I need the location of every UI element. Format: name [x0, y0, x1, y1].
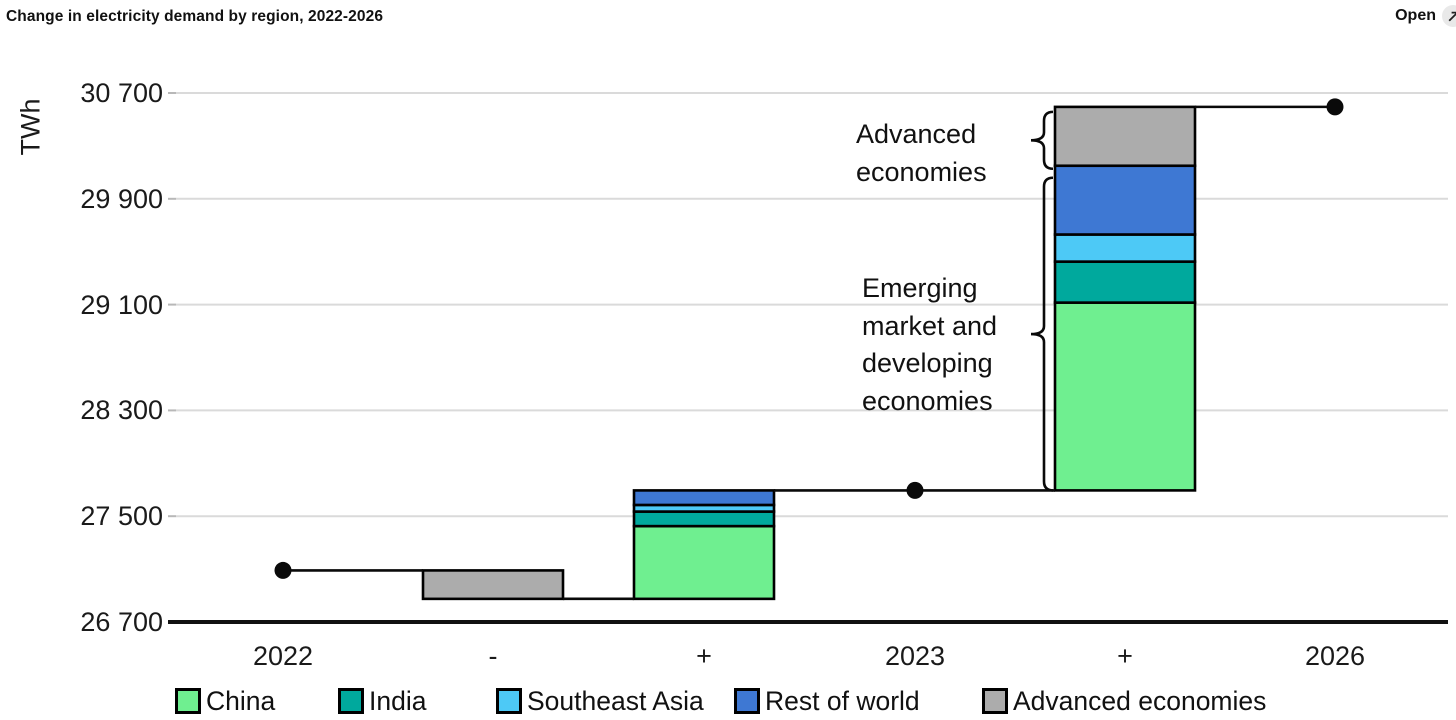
- annotation-line: economies: [856, 156, 987, 187]
- bar-segment-rest-of-world: [1053, 164, 1197, 236]
- y-tick-label: 26 700: [80, 607, 163, 637]
- bar-segment-india: [632, 510, 776, 528]
- annotation-line: economies: [862, 385, 993, 416]
- chart-title: Change in electricity demand by region, …: [6, 8, 384, 25]
- bar-segment-advanced-economies: [421, 569, 565, 601]
- external-link-icon: [1442, 5, 1456, 27]
- bar-segment-rest-of-world: [632, 489, 776, 507]
- annotation-emerging-economies: Emerging market and developing economies: [862, 270, 997, 420]
- bar-segment-advanced-economies: [1053, 105, 1197, 168]
- open-button-label: Open: [1395, 7, 1436, 24]
- x-tick-label: 2023: [884, 641, 946, 671]
- level-marker-dot: [1326, 98, 1344, 116]
- legend-swatch: [496, 688, 522, 714]
- legend-swatch: [734, 688, 760, 714]
- bar-segment-china: [1053, 301, 1197, 492]
- level-marker-dot: [906, 481, 924, 499]
- legend-label: Southeast Asia: [527, 686, 704, 716]
- annotation-line: developing: [862, 348, 993, 378]
- legend-swatch: [338, 688, 364, 714]
- y-tick-label: 28 300: [80, 395, 163, 426]
- bar-segment-china: [632, 524, 776, 601]
- legend-item-china[interactable]: China: [175, 686, 275, 716]
- legend-item-advanced-economies[interactable]: Advanced economies: [982, 686, 1266, 716]
- y-axis-unit-label: TWh: [15, 98, 46, 156]
- x-tick-label: -: [488, 641, 498, 671]
- annotation-line: Advanced: [856, 119, 977, 149]
- legend-item-rest-of-world[interactable]: Rest of world: [734, 686, 920, 716]
- legend-label: Advanced economies: [1013, 686, 1267, 716]
- legend-label: India: [369, 686, 427, 716]
- bar-segment-india: [1053, 260, 1197, 304]
- x-tick-label: 2026: [1304, 641, 1366, 671]
- x-tick-label: +: [1117, 641, 1133, 671]
- level-marker-dot: [274, 561, 292, 579]
- legend-label: China: [206, 686, 276, 716]
- legend-item-southeast-asia[interactable]: Southeast Asia: [496, 686, 704, 716]
- open-button[interactable]: Open: [1395, 5, 1456, 27]
- legend-item-india[interactable]: India: [338, 686, 426, 716]
- y-tick-label: 30 700: [80, 78, 163, 108]
- legend-swatch: [175, 688, 201, 714]
- annotation-advanced-economies: Advanced economies: [856, 116, 987, 191]
- annotation-line: Emerging: [862, 273, 978, 303]
- x-tick-label: +: [696, 641, 712, 671]
- annotation-line: market and: [862, 310, 998, 341]
- y-tick-label: 27 500: [80, 501, 163, 532]
- legend-label: Rest of world: [765, 686, 920, 716]
- y-tick-label: 29 100: [80, 289, 163, 320]
- annotation-brace-advanced-economies: [1030, 110, 1054, 171]
- y-tick-label: 29 900: [80, 183, 163, 214]
- bar-segment-southeast-asia: [1053, 233, 1197, 263]
- x-tick-label: 2022: [252, 641, 314, 671]
- annotation-brace-emerging-economies: [1030, 176, 1054, 492]
- legend-swatch: [982, 688, 1008, 714]
